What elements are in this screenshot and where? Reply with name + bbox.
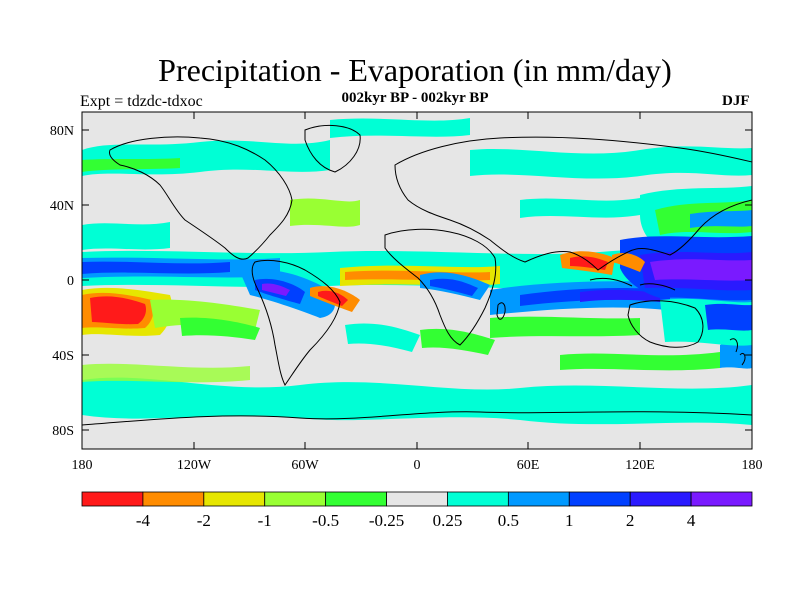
colorbar-label: -0.5 — [312, 511, 339, 530]
colorbar-label: -2 — [197, 511, 211, 530]
colorbar-label: -4 — [136, 511, 151, 530]
lon-tick-label: 0 — [414, 458, 421, 473]
colorbar: -4 -2 -1 -0.5 -0.25 0.25 0.5 1 2 4 — [81, 491, 753, 530]
colorbar-label: 4 — [687, 511, 696, 530]
colorbar-swatch — [264, 491, 327, 507]
longitude-axis: 180 120W 60W 0 60E 120E 180 — [72, 112, 763, 473]
experiment-label: Expt = tdzdc-tdxoc — [80, 93, 203, 110]
lat-tick-label: 0 — [67, 274, 74, 289]
colorbar-swatch — [690, 491, 753, 507]
plot-subtitle: 002kyr BP - 002kyr BP — [341, 90, 489, 106]
map-panel — [82, 112, 752, 449]
colorbar-swatch — [447, 491, 509, 507]
lon-tick-label: 180 — [742, 458, 763, 473]
colorbar-label: 0.25 — [433, 511, 463, 530]
lon-tick-label: 180 — [72, 458, 93, 473]
colorbar-label: -1 — [258, 511, 272, 530]
colorbar-label: 2 — [626, 511, 635, 530]
colorbar-swatch — [507, 491, 570, 507]
colorbar-swatch — [325, 491, 387, 507]
colorbar-swatch — [142, 491, 205, 507]
colorbar-swatch — [386, 491, 448, 507]
lat-tick-label: 80S — [52, 424, 74, 439]
colorbar-label: 1 — [565, 511, 574, 530]
southern-subtropical-features — [82, 287, 752, 355]
plot-title: Precipitation - Evaporation (in mm/day) — [158, 52, 672, 88]
lon-tick-label: 120E — [625, 458, 655, 473]
colorbar-swatch — [81, 491, 144, 507]
latitude-axis: 80N 40N 0 40S 80S — [50, 124, 752, 439]
colorbar-label: -0.25 — [369, 511, 404, 530]
colorbar-label: 0.5 — [498, 511, 519, 530]
lon-tick-label: 60E — [517, 458, 540, 473]
lat-tick-label: 80N — [50, 124, 74, 139]
colorbar-swatch — [568, 491, 631, 507]
colorbar-swatch — [203, 491, 266, 507]
northern-wet-bands — [82, 118, 752, 250]
lon-tick-label: 120W — [177, 458, 212, 473]
coastlines — [82, 124, 752, 426]
colorbar-swatch — [629, 491, 692, 507]
lat-tick-label: 40S — [52, 349, 74, 364]
lat-tick-label: 40N — [50, 199, 74, 214]
lon-tick-label: 60W — [291, 458, 319, 473]
season-label: DJF — [722, 93, 750, 109]
